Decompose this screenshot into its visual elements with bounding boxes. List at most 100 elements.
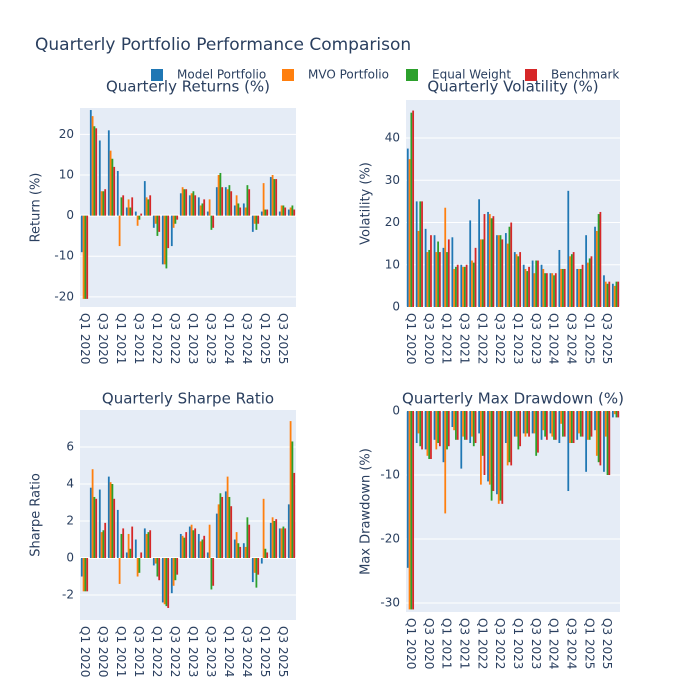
bar [510,222,513,307]
bar [264,209,267,216]
bar [480,411,482,485]
bar [478,411,481,434]
bar [280,205,283,216]
bar [100,191,103,216]
bar [192,530,195,559]
bar [537,260,539,307]
bar [537,411,539,453]
y-tick-label: -20 [54,289,74,303]
bar [158,215,161,232]
bar [456,411,459,440]
bar [170,558,173,594]
x-tick-label: Q1 2020 [404,618,418,669]
y-tick-label: 30 [385,173,400,187]
legend-label: Benchmark [551,68,619,82]
bar [490,218,493,307]
bar [275,179,278,216]
bar [415,201,418,307]
bar [419,411,422,447]
bar [233,539,236,559]
bar [506,243,509,307]
bar-series [406,411,614,568]
bar [190,524,193,559]
bar [501,411,504,504]
bar [469,411,472,444]
bar [578,268,580,307]
bar [111,158,114,216]
bar [611,283,614,307]
bar [519,411,522,447]
bar [433,235,436,307]
bar [510,411,513,466]
legend-swatch [406,69,418,81]
bar [113,166,116,216]
bar [424,228,427,307]
bar [287,209,290,216]
bar [410,112,413,308]
bar [611,411,614,418]
bar [430,411,432,460]
bar [226,476,229,559]
bar [590,411,593,437]
bar [608,281,611,307]
bar [116,509,119,559]
bar [271,175,274,216]
subplot-title: Quarterly Sharpe Ratio [102,390,274,408]
y-tick-label: 4 [66,477,74,491]
bar [282,205,285,216]
bar [129,207,132,216]
bar [562,411,564,437]
bar [228,185,231,216]
bar-series [412,411,620,610]
bar-series [84,441,294,607]
bar [487,211,489,307]
bar [185,189,188,216]
bar [433,411,436,440]
bar [428,249,431,307]
bar [149,530,152,559]
x-tick-label: Q1 2021 [114,626,128,677]
bar [156,558,159,577]
bar [237,543,240,559]
x-tick-label: Q3 2021 [457,618,471,669]
bar [488,411,491,485]
bar [426,411,429,456]
bar [161,558,164,603]
x-tick-label: Q3 2021 [457,313,471,364]
bar [242,203,245,216]
bar [412,411,415,610]
bar [262,183,265,216]
bar [161,215,164,265]
bar [174,558,177,581]
bar [481,239,484,307]
bar [430,235,432,307]
bar [513,252,516,307]
bar [143,528,146,559]
bar [172,558,175,586]
bar [111,484,114,559]
x-tick-label: Q1 2021 [440,313,454,364]
bar [588,411,591,440]
bar [239,207,242,216]
y-tick-label: 6 [66,440,74,454]
bar [408,159,411,307]
bar [594,226,596,307]
bar [421,411,423,450]
bar [437,241,439,307]
bar [497,411,500,504]
bar [442,247,445,307]
y-tick-label: 0 [66,551,74,565]
bar [181,187,184,216]
bar [244,207,247,216]
bar [551,411,554,437]
bar [517,256,520,307]
y-tick-label: -30 [380,596,400,610]
x-tick-label: Q3 2020 [96,313,110,364]
x-tick-label: Q1 2025 [582,313,596,364]
chart-title: Quarterly Portfolio Performance Comparis… [35,35,411,55]
bar [131,197,134,216]
bar [442,411,445,463]
bar [116,170,119,216]
bar [197,533,200,559]
bar [408,411,411,610]
